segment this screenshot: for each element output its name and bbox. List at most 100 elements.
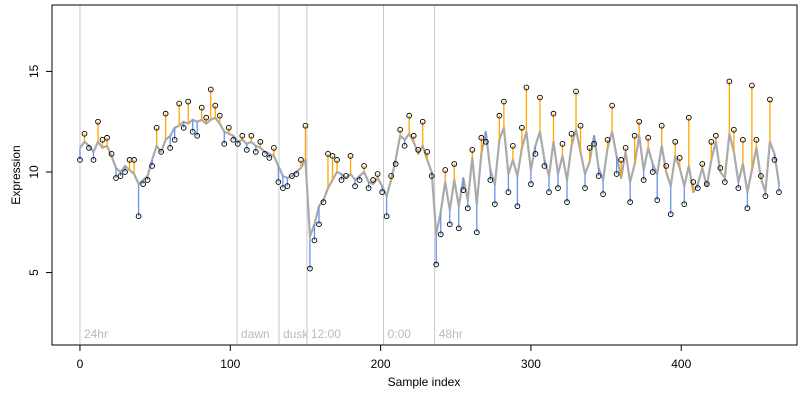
observed-point <box>613 171 620 177</box>
observed-point <box>194 132 201 139</box>
observed-point <box>392 161 399 167</box>
fitted-line <box>79 116 781 238</box>
observed-point <box>81 130 88 137</box>
observed-point <box>374 171 381 177</box>
observed-point <box>207 86 214 93</box>
observed-point <box>131 157 137 163</box>
observed-point <box>320 199 327 206</box>
observed-point <box>523 84 530 91</box>
observed-point <box>262 151 268 157</box>
observed-point <box>176 100 183 107</box>
x-tick-label: 100 <box>220 357 240 371</box>
observed-point <box>735 185 742 191</box>
plot-box <box>51 4 798 346</box>
observed-point <box>433 261 440 268</box>
observed-point <box>77 157 83 163</box>
observed-point <box>694 185 701 191</box>
observed-point <box>406 112 413 119</box>
observed-point <box>171 136 178 143</box>
observed-point <box>307 265 313 272</box>
observed-point <box>640 177 647 183</box>
observed-point <box>514 203 521 210</box>
observed-point <box>591 140 597 147</box>
x-tick-label: 400 <box>671 357 691 371</box>
observed-point <box>712 132 719 139</box>
observed-point <box>654 197 661 203</box>
observed-point <box>144 177 151 183</box>
observed-point <box>676 155 683 161</box>
observed-point <box>555 185 561 191</box>
observed-point <box>473 229 480 236</box>
observed-point <box>645 134 652 141</box>
observed-point <box>248 132 255 139</box>
observed-point <box>122 169 128 175</box>
observed-point <box>464 205 471 212</box>
observed-point <box>559 140 566 147</box>
y-tick-label: 5 <box>27 269 41 276</box>
observed-point <box>717 165 724 171</box>
observed-point <box>546 189 552 195</box>
observed-point <box>284 183 291 189</box>
observed-point <box>758 173 764 179</box>
observed-point <box>622 144 629 151</box>
observed-point <box>627 199 633 206</box>
observed-point <box>424 149 431 155</box>
observed-point <box>86 144 92 151</box>
observed-point <box>532 151 539 157</box>
observed-point <box>361 163 367 169</box>
observed-point <box>496 112 503 119</box>
observed-point <box>113 175 119 181</box>
observed-point <box>460 187 467 193</box>
observed-point <box>325 151 331 157</box>
observed-point <box>541 163 548 169</box>
observed-point <box>618 157 624 163</box>
annotation-label: 12:00 <box>311 327 341 341</box>
observed-point <box>505 189 512 195</box>
observed-point <box>685 114 692 121</box>
observed-point <box>586 144 593 151</box>
annotation-label: 0:00 <box>388 327 412 341</box>
observed-point <box>550 110 557 117</box>
observed-point <box>329 153 336 159</box>
annotation-label: dusk <box>283 327 309 341</box>
observed-point <box>667 211 674 218</box>
observed-point <box>410 132 417 139</box>
observed-point <box>771 157 778 163</box>
observed-point <box>90 157 97 163</box>
observed-point <box>649 169 656 175</box>
y-tick-label: 10 <box>27 165 41 179</box>
observed-point <box>600 191 606 197</box>
observed-point <box>577 122 584 129</box>
observed-point <box>379 189 385 195</box>
observed-point <box>243 147 250 153</box>
observed-point <box>185 98 192 105</box>
observed-point <box>230 136 237 143</box>
observed-point <box>672 138 679 145</box>
observed-point <box>428 173 435 179</box>
observed-point <box>568 130 575 137</box>
x-tick-label: 300 <box>521 357 541 371</box>
observed-point <box>501 98 507 105</box>
observed-point <box>397 126 403 133</box>
observed-point <box>721 179 728 185</box>
observed-point <box>731 126 737 133</box>
observed-point <box>388 173 394 179</box>
observed-point <box>753 136 760 143</box>
observed-point <box>455 225 462 232</box>
observed-point <box>510 142 516 149</box>
annotation-label: 24hr <box>84 327 108 341</box>
observed-point <box>167 144 174 151</box>
observed-point <box>198 104 205 111</box>
observed-point <box>239 132 246 139</box>
observed-point <box>135 213 142 220</box>
observed-point <box>690 179 697 185</box>
observed-point <box>740 136 746 143</box>
observed-point <box>271 144 277 151</box>
y-tick-label: 15 <box>27 64 41 78</box>
x-tick-label: 200 <box>371 357 391 371</box>
observed-point <box>595 173 602 179</box>
observed-point <box>149 163 155 169</box>
observed-point <box>469 147 476 153</box>
observed-point <box>347 153 354 159</box>
